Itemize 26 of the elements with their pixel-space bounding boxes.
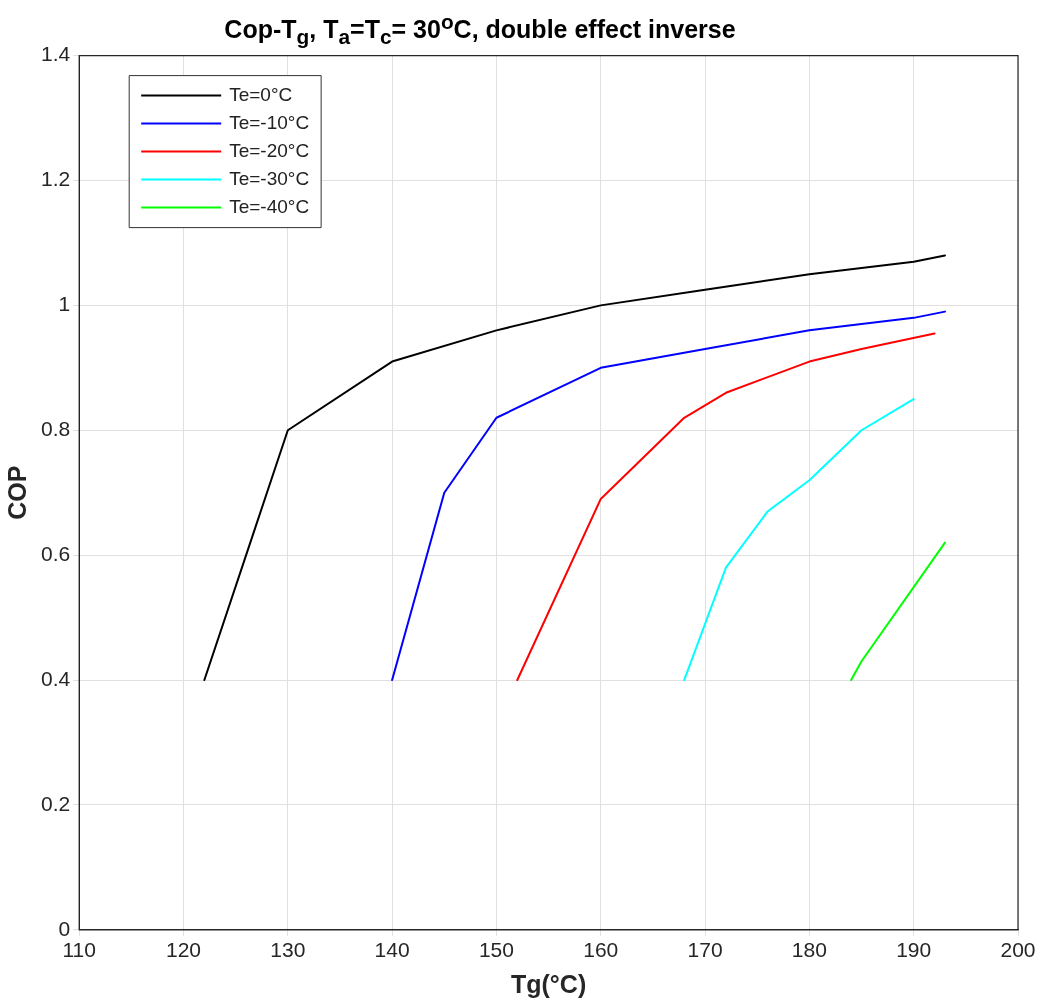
- x-tick-label: 120: [165, 938, 202, 962]
- legend-label: Te=-30°C: [229, 167, 310, 189]
- x-tick-label: 200: [1000, 938, 1036, 962]
- x-axis-title: Tg(°C): [510, 969, 587, 998]
- y-tick-label: 0.8: [40, 417, 71, 441]
- legend-label: Te=-20°C: [229, 139, 310, 161]
- x-tick-label: 180: [791, 938, 827, 962]
- legend-label: Te=-10°C: [229, 111, 310, 133]
- legend-label: Te=0°C: [229, 83, 293, 105]
- y-tick-label: 1.2: [40, 167, 71, 191]
- chart-title: Cop-T$_{g}$, T$_{a}$=T$_{c}$= 30$^{o}$C, double effect inverse: [224, 10, 736, 49]
- y-tick-label: 0: [58, 916, 71, 940]
- y-axis-title: COP: [2, 465, 31, 520]
- y-tick-label: 1.4: [40, 42, 71, 66]
- x-tick-label: 140: [374, 938, 410, 962]
- x-tick-label: 110: [62, 938, 96, 962]
- x-tick-label: 170: [687, 938, 723, 962]
- x-tick-label: 150: [478, 938, 514, 962]
- y-tick-label: 0.6: [40, 541, 71, 565]
- x-tick-label: 130: [270, 938, 306, 962]
- x-tick-label: 190: [896, 938, 932, 962]
- legend-label: Te=-40°C: [229, 195, 310, 217]
- x-tick-label: 160: [583, 938, 619, 962]
- y-tick-label: 1: [58, 292, 71, 316]
- y-tick-label: 0.2: [40, 791, 71, 815]
- y-tick-label: 0.4: [40, 666, 71, 690]
